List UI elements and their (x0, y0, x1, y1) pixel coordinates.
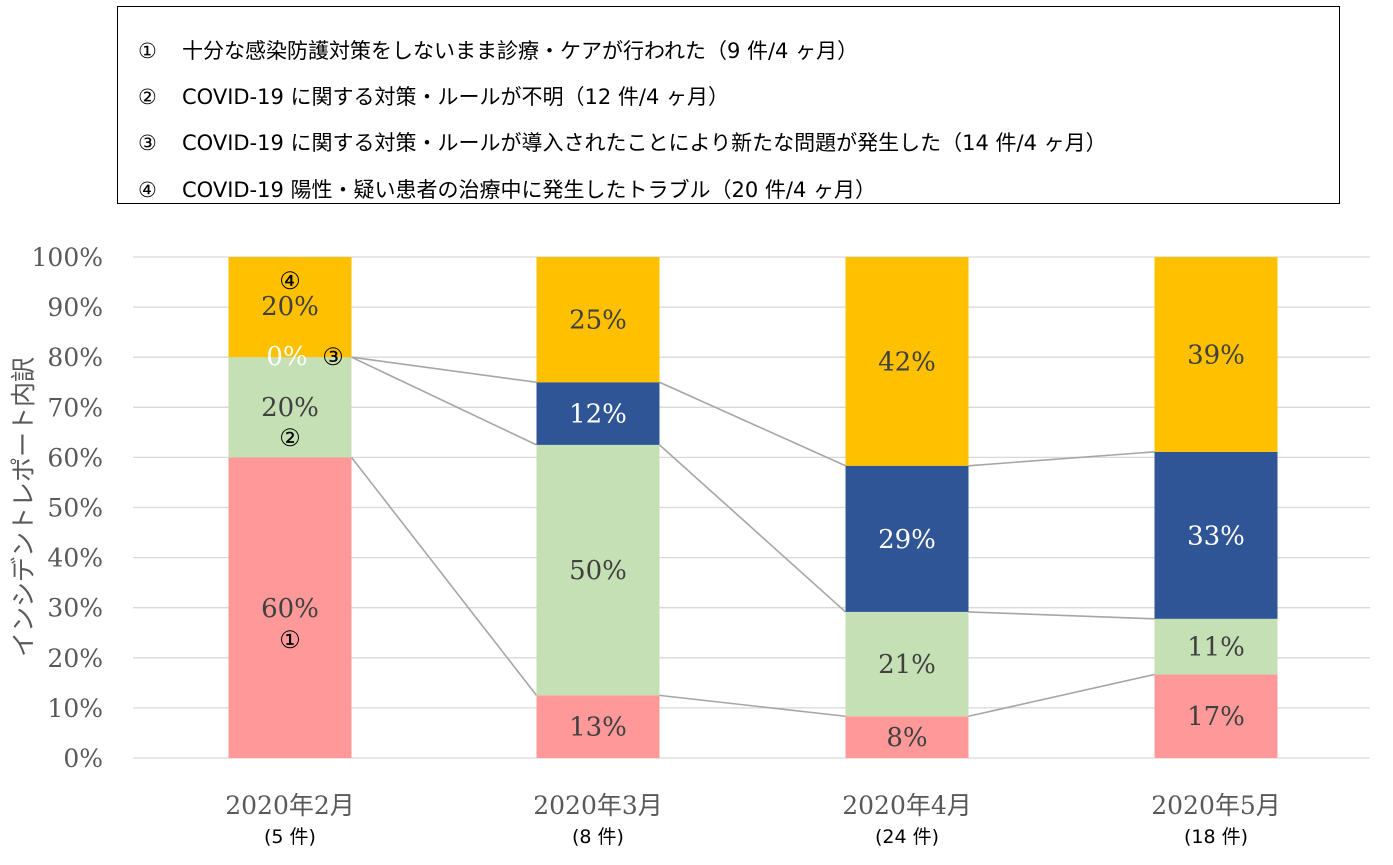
series-line (350, 456, 538, 696)
x-category-count: (5 件) (264, 826, 316, 848)
series-line (658, 444, 847, 613)
bar-segment (536, 382, 660, 445)
x-category-label: 2020年2月 (225, 791, 355, 820)
value-label: 0% (266, 342, 307, 372)
series-marker-label: ③ (322, 343, 344, 371)
y-tick-label: 10% (47, 694, 103, 723)
value-label: 13% (569, 713, 627, 743)
legend-marker: ① (138, 39, 157, 63)
legend-marker: ③ (138, 131, 157, 155)
x-category-label: 2020年4月 (842, 791, 972, 820)
bar-segment (845, 716, 969, 758)
bar-segment (1154, 451, 1278, 619)
y-tick-label: 90% (47, 293, 103, 322)
bar-segment (536, 695, 660, 758)
bar-segment (1154, 618, 1278, 675)
y-tick-label: 30% (47, 594, 103, 623)
bar-segment (228, 357, 352, 458)
legend-text: COVID-19 に関する対策・ルールが不明（12 件/4 ヶ月） (182, 85, 730, 109)
x-category-count: (24 件) (875, 826, 939, 848)
bar-segment (536, 257, 660, 383)
x-category-count: (18 件) (1184, 826, 1248, 848)
bar-segment (845, 465, 969, 612)
legend-item-4: ④ COVID-19 陽性・疑い患者の治療中に発生したトラブル（20 件/4 ヶ月… (138, 174, 877, 203)
series-marker-label: ② (279, 424, 301, 452)
series-marker-label: ① (279, 626, 301, 654)
series-line (968, 451, 1155, 467)
x-category-label: 2020年5月 (1151, 791, 1281, 820)
value-label: 8% (886, 723, 927, 753)
legend-text: COVID-19 に関する対策・ルールが導入されたことにより新たな問題が発生した… (182, 131, 1107, 155)
x-category-label: 2020年3月 (533, 791, 663, 820)
legend-marker: ② (138, 85, 157, 109)
y-tick-label: 20% (47, 644, 103, 673)
y-tick-label: 50% (47, 494, 103, 523)
value-label: 11% (1187, 633, 1245, 663)
series-line (351, 356, 537, 446)
value-label: 39% (1187, 340, 1245, 370)
value-label: 12% (569, 400, 627, 430)
y-tick-label: 60% (47, 443, 103, 472)
legend-item-3: ③ COVID-19 に関する対策・ルールが導入されたことにより新たな問題が発生し… (138, 127, 1107, 157)
value-label: 50% (569, 556, 627, 586)
y-axis-label: インシデントレポート内訳 (9, 357, 38, 657)
value-label: 33% (1187, 521, 1245, 551)
bar-segment (536, 444, 660, 696)
legend-box: ① 十分な感染防護対策をしないまま診療・ケアが行われた（9 件/4 ヶ月） ② CO… (117, 6, 1340, 204)
series-marker-label: ④ (279, 267, 301, 295)
y-tick-label: 0% (63, 744, 103, 773)
series-line (351, 356, 537, 384)
value-label: 21% (878, 650, 936, 680)
legend-marker: ④ (138, 178, 157, 202)
bar-segment (845, 257, 969, 466)
series-line (659, 694, 846, 718)
value-label: 60% (261, 594, 319, 624)
value-label: 29% (878, 525, 936, 555)
value-label: 17% (1187, 702, 1245, 732)
x-category-count: (8 件) (572, 826, 624, 848)
series-line (968, 673, 1155, 718)
value-label: 20% (261, 393, 319, 423)
legend-item-2: ② COVID-19 に関する対策・ルールが不明（12 件/4 ヶ月） (138, 81, 729, 111)
series-line (659, 381, 846, 467)
y-tick-label: 70% (47, 393, 103, 422)
bar-segment (1154, 674, 1278, 758)
value-label: 20% (261, 292, 319, 322)
value-label: 42% (878, 347, 936, 377)
y-tick-label: 100% (32, 243, 103, 272)
value-label: 25% (569, 306, 627, 336)
legend-text: 十分な感染防護対策をしないまま診療・ケアが行われた（9 件/4 ヶ月） (182, 39, 859, 63)
bar-segment (228, 257, 352, 358)
legend-item-1: ① 十分な感染防護対策をしないまま診療・ケアが行われた（9 件/4 ヶ月） (138, 35, 858, 65)
y-tick-label: 80% (47, 343, 103, 372)
bar-segment (1154, 257, 1278, 452)
y-tick-label: 40% (47, 544, 103, 573)
legend-text: COVID-19 陽性・疑い患者の治療中に発生したトラブル（20 件/4 ヶ月） (182, 178, 877, 202)
series-line (968, 611, 1155, 620)
bar-segment (228, 457, 352, 758)
bar-segment (845, 611, 969, 717)
